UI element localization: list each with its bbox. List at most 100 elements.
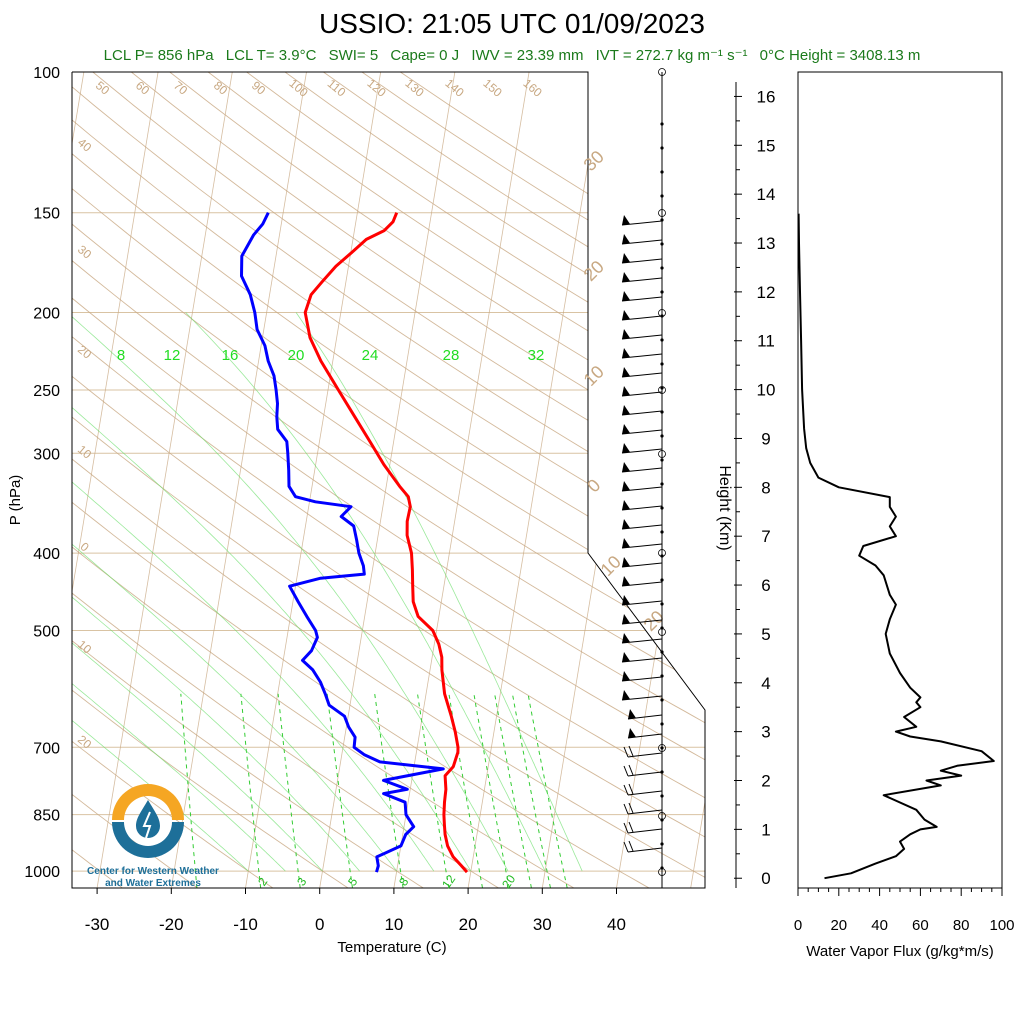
wv-trace-group xyxy=(798,213,995,880)
barb-dot xyxy=(660,530,664,534)
wind-barb-staff xyxy=(627,771,663,777)
barb-dot xyxy=(660,266,664,270)
isotherm-label: 100 xyxy=(286,76,311,100)
stat-lcl-temperature: LCL T= 3.9°C xyxy=(225,47,317,64)
wind-barb-staff xyxy=(627,847,663,853)
mixing-ratio-label: 12 xyxy=(164,347,181,364)
wind-barb-pennant xyxy=(622,652,630,662)
temperature-tick-label: -10 xyxy=(233,915,258,934)
height-tick-label: 9 xyxy=(761,429,770,448)
wind-barb-staff xyxy=(621,600,663,606)
wind-barb-staff xyxy=(621,296,663,302)
wind-barb-pennant xyxy=(622,253,630,263)
isotherm-label: 80 xyxy=(211,78,230,98)
dry-adiabat xyxy=(400,72,705,888)
barb-dot xyxy=(660,338,664,342)
moist-adiabat xyxy=(72,312,472,872)
wind-barb-pennant xyxy=(622,215,630,225)
water-vapor-flux-trace xyxy=(798,213,995,880)
barb-dot xyxy=(660,602,664,606)
barb-dot xyxy=(660,170,664,174)
isotherm-line xyxy=(72,72,159,888)
wind-barb-flag xyxy=(623,784,629,796)
mixing-ratio-line xyxy=(473,693,510,888)
dry-adiabat xyxy=(246,72,705,888)
skewt-frame xyxy=(71,71,706,894)
stat-zero-height: 0°C Height = 3408.13 m xyxy=(759,47,921,64)
logo-sun-arc xyxy=(112,784,184,820)
barb-dot xyxy=(660,842,664,846)
wind-barb-staff xyxy=(627,733,663,739)
isotherm-label: 70 xyxy=(171,78,190,98)
wind-barb-staff xyxy=(621,239,663,245)
height-tick-label: 2 xyxy=(761,772,770,791)
wind-barb-staff xyxy=(621,524,663,530)
moist-adiabat xyxy=(295,312,583,872)
height-tick-label: 8 xyxy=(761,478,770,497)
isotherm-label: 120 xyxy=(364,76,389,100)
mixing-ratio-label: 32 xyxy=(528,347,545,364)
dry-adiabat xyxy=(72,72,650,888)
pressure-tick-label: 850 xyxy=(33,808,60,825)
barb-dot xyxy=(660,626,664,630)
pressure-tick-label: 1000 xyxy=(24,864,60,881)
moist-adiabat xyxy=(72,312,249,872)
moist-adiabat xyxy=(72,312,435,872)
wind-barb-staff xyxy=(621,258,663,264)
dry-adiabat xyxy=(72,72,705,888)
barb-dot xyxy=(660,722,664,726)
wind-barb-pennant xyxy=(622,576,630,586)
dry-adiabat xyxy=(72,72,349,888)
wind-barb-staff xyxy=(627,752,663,758)
height-tick-label: 7 xyxy=(761,527,770,546)
wind-barb-flag xyxy=(628,821,634,833)
dewpoint-trace xyxy=(240,212,445,873)
mixing-ratio-line xyxy=(240,693,262,888)
flux-tick-label: 60 xyxy=(912,917,929,934)
mixing-ratio-line xyxy=(527,693,568,888)
isotherm-label: 60 xyxy=(133,78,152,98)
dry-adiabat xyxy=(72,72,705,888)
stat-lcl-pressure: LCL P= 856 hPa xyxy=(103,47,214,64)
wind-barb-flag xyxy=(623,803,629,815)
dry-adiabat xyxy=(72,72,705,888)
dry-adiabat xyxy=(72,72,705,888)
wind-barb-staff xyxy=(621,543,663,549)
mixing-ratio-line xyxy=(417,693,450,888)
wind-barb-flag xyxy=(628,802,634,814)
temperature-tick-label: 30 xyxy=(533,915,552,934)
wind-barb-staff xyxy=(627,828,663,834)
wind-barb-staff xyxy=(621,562,663,568)
flux-tick-label: 0 xyxy=(794,917,802,934)
barb-dot xyxy=(660,290,664,294)
pressure-tick-label: 500 xyxy=(33,624,60,641)
dry-adiabat xyxy=(72,72,274,888)
dry-adiabat xyxy=(72,72,705,888)
height-tick-label: 13 xyxy=(757,234,776,253)
wind-barb-pennant xyxy=(622,367,630,377)
dry-adiabat xyxy=(72,72,705,888)
dry-adiabat xyxy=(92,72,705,888)
isotherm-line xyxy=(170,72,307,888)
dry-adiabat xyxy=(72,72,705,888)
wind-barb-staff xyxy=(621,315,663,321)
wind-barb-pennant xyxy=(622,614,630,624)
barb-dot xyxy=(660,362,664,366)
wind-barb-pennant xyxy=(622,557,630,567)
wind-barb-pennant xyxy=(622,690,630,700)
logo-caption-line-1: Center for Western Weather xyxy=(87,866,219,877)
flux-axis-label: Water Vapor Flux (g/kg*m/s) xyxy=(806,943,994,960)
height-tick-label: 12 xyxy=(757,283,776,302)
wind-barb-staff xyxy=(621,695,663,701)
isotherm-label: 20 xyxy=(580,257,608,285)
height-tick-label: 6 xyxy=(761,576,770,595)
barb-dot xyxy=(660,482,664,486)
isotherm-label: 40 xyxy=(75,135,94,155)
cw3e-logo xyxy=(112,784,184,858)
wind-barb-pennant xyxy=(622,500,630,510)
skewt-border xyxy=(71,71,706,889)
wind-barb-staff xyxy=(621,429,663,435)
temperature-tick-label: 10 xyxy=(384,915,403,934)
wind-barb-pennant xyxy=(622,462,630,472)
